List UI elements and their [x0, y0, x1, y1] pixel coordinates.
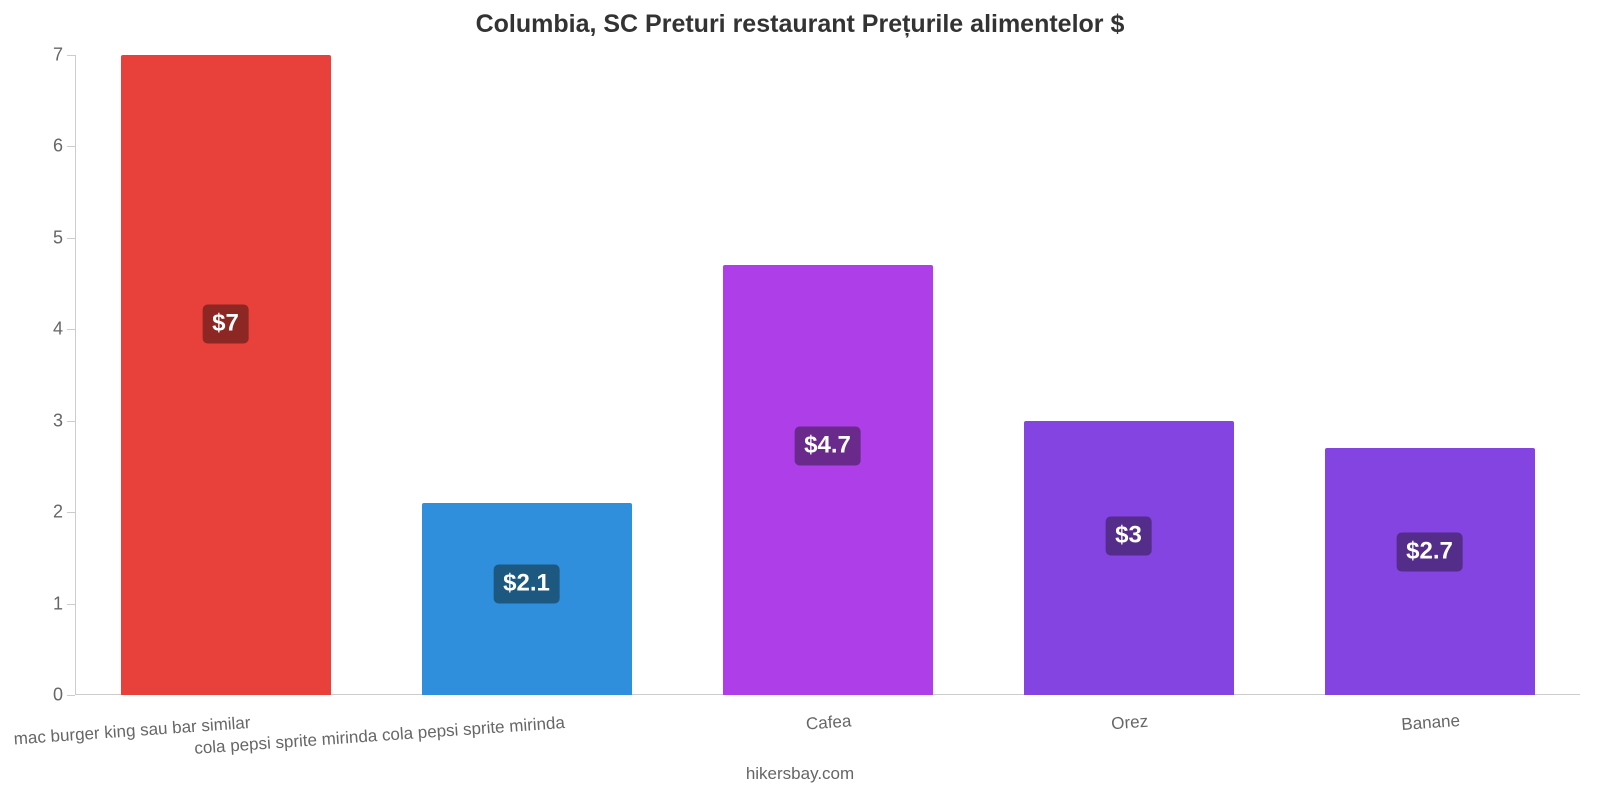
- y-tick: [67, 238, 75, 239]
- y-tick: [67, 146, 75, 147]
- y-tick-label: 3: [53, 410, 63, 431]
- y-tick: [67, 421, 75, 422]
- y-tick-label: 5: [53, 227, 63, 248]
- value-badge: $7: [202, 304, 249, 343]
- y-tick-label: 7: [53, 45, 63, 66]
- y-tick: [67, 329, 75, 330]
- y-tick: [67, 55, 75, 56]
- chart-title: Columbia, SC Preturi restaurant Prețuril…: [0, 10, 1600, 39]
- y-tick: [67, 512, 75, 513]
- price-bar-chart: Columbia, SC Preturi restaurant Prețuril…: [0, 0, 1600, 800]
- bar: [1024, 421, 1234, 695]
- y-tick-label: 1: [53, 593, 63, 614]
- x-tick-label: Orez: [1110, 712, 1148, 735]
- y-tick: [67, 604, 75, 605]
- bar: [121, 55, 331, 695]
- y-tick-label: 6: [53, 136, 63, 157]
- y-tick-label: 4: [53, 319, 63, 340]
- bars-layer: [75, 55, 1580, 695]
- value-badge: $4.7: [794, 426, 861, 465]
- bar: [1325, 448, 1535, 695]
- value-badge: $2.1: [493, 564, 560, 603]
- plot-area: 01234567$7mac burger king sau bar simila…: [75, 55, 1580, 695]
- bar: [723, 265, 933, 695]
- y-tick-label: 0: [53, 685, 63, 706]
- y-tick: [67, 695, 75, 696]
- value-badge: $2.7: [1396, 532, 1463, 571]
- chart-footer: hikersbay.com: [0, 764, 1600, 784]
- y-tick-label: 2: [53, 502, 63, 523]
- x-tick-label: Banane: [1400, 711, 1460, 735]
- x-tick-label: Cafea: [805, 711, 852, 734]
- value-badge: $3: [1105, 516, 1152, 555]
